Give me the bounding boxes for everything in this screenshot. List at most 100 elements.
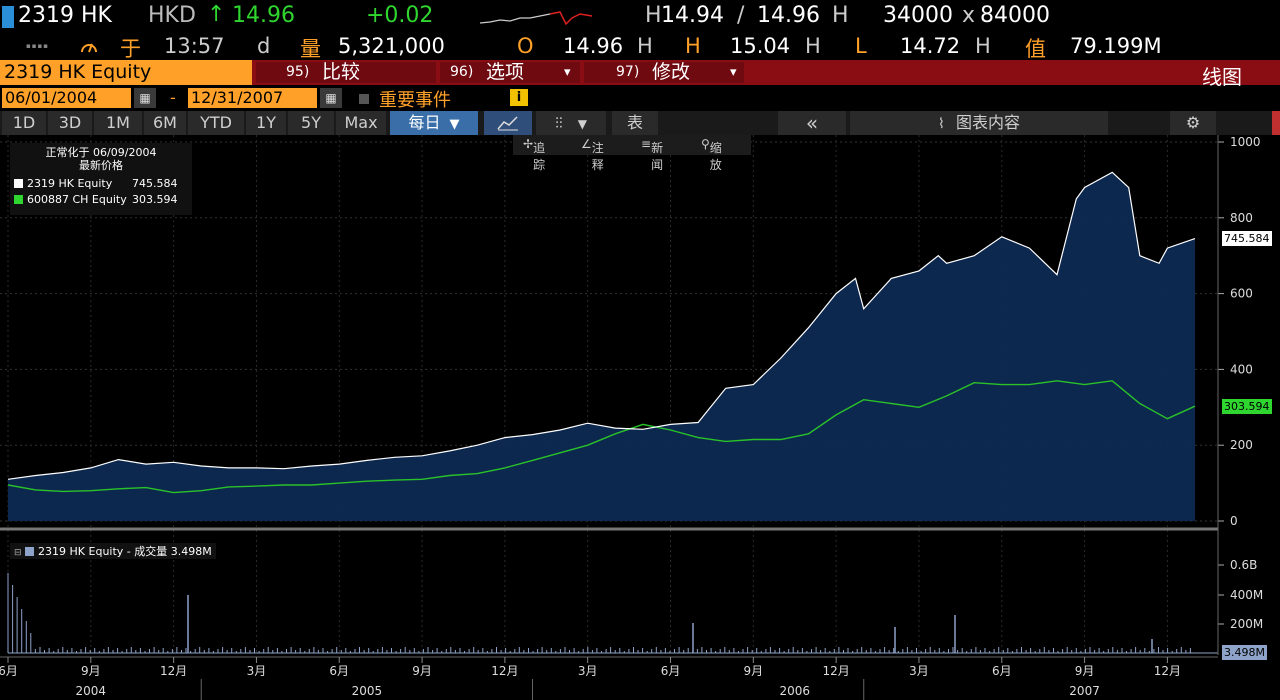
security-name: 2319 HK Equity xyxy=(4,61,152,83)
options-button[interactable]: 96) 选项 ▾ xyxy=(440,62,580,83)
volume-last-tag: 3.498M xyxy=(1222,645,1267,660)
ask-suffix: H xyxy=(832,3,849,28)
high-label: H xyxy=(685,34,701,58)
high-suffix: H xyxy=(805,34,821,58)
bid-size: 34000 xyxy=(883,3,953,28)
legend-s1-value: 745.584 xyxy=(132,177,178,190)
legend-item-600887[interactable]: 600887 CH Equity 303.594 xyxy=(14,193,178,206)
y-tick-label: 400 xyxy=(1230,362,1253,376)
quote-header: 2319 HK HKD ↑ 14.96 +0.02 H 14.94 / 14.9… xyxy=(0,0,1280,33)
line-chart-button[interactable] xyxy=(484,111,532,135)
start-calendar-icon[interactable]: ▦ xyxy=(134,88,156,108)
ticker[interactable]: 2319 HK xyxy=(18,3,112,28)
period-5y-button[interactable]: 5Y xyxy=(288,111,334,135)
x-month-label: 3月 xyxy=(247,664,267,678)
y-tick-label: 200 xyxy=(1230,438,1253,452)
chart-area: 1000 800 600 400 200 0 0.6B 400M 200M 6月 9月 12月 3月… xyxy=(0,135,1280,700)
track-tool[interactable]: ✢ 追踪 xyxy=(523,137,546,172)
volume-legend: ⊟ 2319 HK Equity - 成交量 3.498M xyxy=(10,543,216,559)
end-calendar-icon[interactable]: ▦ xyxy=(320,88,342,108)
security-field[interactable]: 2319 HK Equity xyxy=(0,60,252,85)
collapse-button[interactable]: « xyxy=(778,111,846,135)
quote-time: 13:57 xyxy=(164,34,225,58)
x-month-label: 6月 xyxy=(661,664,681,678)
compare-label: 比较 xyxy=(322,61,361,83)
low-value: 14.72 xyxy=(900,34,961,58)
events-label: 重要事件 xyxy=(379,90,451,111)
period-1y-button[interactable]: 1Y xyxy=(246,111,286,135)
legend-swatch-green xyxy=(14,195,23,204)
series1-area xyxy=(8,172,1195,522)
date-range-dash: - xyxy=(170,88,176,107)
x-year-label: 2006 xyxy=(779,684,810,698)
zoom-tool[interactable]: ⚲ 缩放 xyxy=(701,137,722,172)
ticker-marker xyxy=(2,6,14,28)
start-date-input[interactable]: 06/01/2004 xyxy=(2,88,131,108)
candle-dropdown-icon: ▼ xyxy=(577,117,587,131)
legend-s2-name: 600887 CH Equity xyxy=(27,193,127,206)
vol-tick-label: 400M xyxy=(1230,588,1263,602)
period-max-button[interactable]: Max xyxy=(336,111,386,135)
ask-price: 14.96 xyxy=(757,3,820,28)
last-price: 14.96 xyxy=(232,3,295,28)
legend-item-2319[interactable]: 2319 HK Equity 745.584 xyxy=(14,177,178,190)
x-year-label: 2007 xyxy=(1069,684,1100,698)
bid-ask-slash: / xyxy=(737,3,745,28)
x-month-label: 12月 xyxy=(1154,664,1181,678)
legend-s2-value: 303.594 xyxy=(132,193,178,206)
period-1d-button[interactable]: 1D xyxy=(2,111,46,135)
x-month-label: 12月 xyxy=(822,664,849,678)
bid-price: 14.94 xyxy=(661,3,724,28)
zoom-label: 缩放 xyxy=(709,141,722,172)
x-month-label: 3月 xyxy=(578,664,598,678)
compare-button[interactable]: 95) 比较 xyxy=(256,62,436,83)
news-tool[interactable]: ≡ 新闻 xyxy=(641,137,664,172)
intraday-sparkline xyxy=(480,11,593,26)
info-icon-glyph: i xyxy=(516,90,522,105)
options-number: 96) xyxy=(450,64,474,80)
chart-legend: 正常化于 06/09/2004 最新价格 2319 HK Equity 745.… xyxy=(10,143,192,215)
annotate-label: 注释 xyxy=(591,141,604,172)
size-separator: x xyxy=(962,3,976,28)
low-suffix: H xyxy=(975,34,991,58)
bid-label: H xyxy=(645,3,662,28)
period-1m-button[interactable]: 1M xyxy=(94,111,142,135)
frequency-dropdown[interactable]: 每日 ▼ xyxy=(390,111,478,135)
gauge-icon xyxy=(81,43,97,53)
annotate-tool[interactable]: ∠ 注释 xyxy=(581,137,604,172)
edit-button[interactable]: 97) 修改 ▾ xyxy=(584,62,744,83)
y-tick-label: 800 xyxy=(1230,211,1253,225)
status-dots: ▪▪▪▪ xyxy=(26,42,49,50)
news-label: 新闻 xyxy=(651,141,664,172)
time-label: 于 xyxy=(120,37,141,61)
volume-collapse-icon[interactable]: ⊟ xyxy=(14,548,22,558)
price-chart[interactable]: 1000 800 600 400 200 0 0.6B 400M 200M 6月 9月 12月 3月… xyxy=(0,135,1280,700)
period-3d-button[interactable]: 3D xyxy=(48,111,92,135)
legend-s1-name: 2319 HK Equity xyxy=(27,177,113,190)
low-label: L xyxy=(855,34,867,58)
x-month-label: 12月 xyxy=(160,664,187,678)
x-month-label: 12月 xyxy=(491,664,518,678)
chart-content-button[interactable]: ⌇ 图表内容 xyxy=(850,111,1108,135)
edit-number: 97) xyxy=(616,64,640,80)
ask-size: 84000 xyxy=(980,3,1050,28)
x-month-label: 9月 xyxy=(81,664,101,678)
track-label: 追踪 xyxy=(533,141,546,172)
info-icon[interactable]: i xyxy=(510,89,528,106)
settings-gear-icon[interactable]: ⚙ xyxy=(1170,111,1216,135)
chart-type-label[interactable]: 线图 xyxy=(1202,65,1242,89)
candle-chart-button[interactable]: ⫶⫶ ▼ xyxy=(536,111,606,135)
end-date-input[interactable]: 12/31/2007 xyxy=(188,88,317,108)
side-color-tab xyxy=(1272,111,1280,135)
series2-line xyxy=(7,380,1196,494)
price-change: +0.02 xyxy=(366,3,434,28)
events-checkbox[interactable] xyxy=(359,94,369,104)
volume-value: 5,321,000 xyxy=(338,34,445,58)
open-label: O xyxy=(517,34,534,58)
value-label: 值 xyxy=(1025,37,1046,61)
period-ytd-button[interactable]: YTD xyxy=(188,111,244,135)
table-button[interactable]: 表 xyxy=(612,111,658,135)
period-6m-button[interactable]: 6M xyxy=(144,111,186,135)
y-tick-label: 600 xyxy=(1230,287,1253,301)
x-month-label: 6月 xyxy=(0,664,18,678)
